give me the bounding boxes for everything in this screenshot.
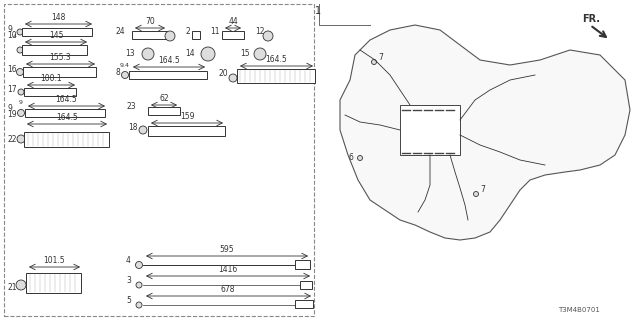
Text: 595: 595 (220, 245, 234, 254)
Text: 155.3: 155.3 (49, 53, 71, 62)
Text: 7: 7 (480, 185, 485, 194)
Text: 6: 6 (348, 153, 353, 162)
Text: 3: 3 (126, 276, 131, 285)
Circle shape (136, 261, 143, 268)
Text: 16: 16 (7, 65, 17, 74)
Text: 19: 19 (7, 110, 17, 119)
Text: 24: 24 (115, 27, 125, 36)
Text: 8: 8 (115, 68, 120, 77)
Bar (25, 109, 105, 117)
Text: 164.5: 164.5 (55, 95, 77, 104)
Circle shape (122, 71, 129, 78)
Bar (24, 132, 109, 147)
Bar (22, 28, 92, 36)
Circle shape (139, 126, 147, 134)
Circle shape (371, 60, 376, 65)
Text: 4: 4 (126, 256, 131, 265)
Text: 23: 23 (126, 102, 136, 111)
Circle shape (165, 31, 175, 41)
Text: 18: 18 (128, 123, 138, 132)
Circle shape (18, 89, 24, 95)
Text: T3M4B0701: T3M4B0701 (558, 307, 600, 313)
Bar (400, 105, 460, 155)
Text: 5: 5 (126, 296, 131, 305)
Text: 101.5: 101.5 (43, 256, 65, 265)
Text: 21: 21 (7, 283, 17, 292)
Text: FR.: FR. (582, 14, 600, 24)
Text: 9: 9 (7, 25, 12, 34)
Circle shape (136, 282, 142, 288)
Text: 4: 4 (13, 34, 17, 39)
Text: 148: 148 (51, 13, 65, 22)
Text: 44: 44 (228, 17, 238, 26)
Circle shape (17, 135, 25, 143)
Circle shape (17, 109, 24, 116)
Text: 22: 22 (7, 135, 17, 144)
Text: 9: 9 (19, 100, 23, 105)
Bar (22, 45, 87, 55)
Circle shape (136, 302, 142, 308)
Bar (148, 107, 180, 115)
Text: 164.5: 164.5 (158, 56, 180, 65)
Text: 11: 11 (210, 27, 220, 36)
Text: 15: 15 (240, 49, 250, 58)
Text: 678: 678 (221, 285, 236, 294)
Bar (24, 88, 76, 96)
Circle shape (17, 47, 23, 53)
Circle shape (17, 68, 24, 76)
Text: 9: 9 (7, 104, 12, 113)
Circle shape (254, 48, 266, 60)
Bar (237, 69, 315, 83)
Circle shape (142, 48, 154, 60)
Text: 7: 7 (378, 53, 383, 62)
Text: 159: 159 (180, 112, 195, 121)
Bar (300, 281, 312, 289)
Bar (132, 31, 167, 39)
Text: 12: 12 (255, 27, 264, 36)
Bar (192, 31, 200, 39)
Circle shape (201, 47, 215, 61)
Circle shape (229, 74, 237, 82)
Text: 1416: 1416 (218, 265, 237, 274)
Text: 2: 2 (185, 27, 189, 36)
Bar (26, 273, 81, 293)
Bar (23, 67, 96, 77)
Bar (295, 300, 313, 308)
Circle shape (474, 191, 479, 196)
Text: 20: 20 (218, 69, 228, 78)
Text: 62: 62 (159, 94, 169, 103)
Text: 17: 17 (7, 85, 17, 94)
Circle shape (17, 29, 23, 35)
Text: 1: 1 (315, 6, 321, 16)
Text: 164.5: 164.5 (265, 55, 287, 64)
Text: 14: 14 (185, 49, 195, 58)
Text: 100.1: 100.1 (40, 74, 62, 83)
PathPatch shape (340, 25, 630, 240)
Text: 164.5: 164.5 (56, 113, 78, 122)
Bar (222, 31, 244, 39)
Text: 13: 13 (125, 49, 134, 58)
Text: 145: 145 (49, 31, 63, 40)
Text: 10: 10 (7, 31, 17, 40)
Bar (295, 260, 310, 269)
Text: 70: 70 (145, 17, 155, 26)
Circle shape (16, 280, 26, 290)
Circle shape (263, 31, 273, 41)
Bar (148, 126, 225, 136)
Circle shape (358, 156, 362, 161)
Text: 9.4: 9.4 (120, 63, 130, 68)
Bar (4, 4, 314, 316)
Bar (129, 71, 207, 79)
